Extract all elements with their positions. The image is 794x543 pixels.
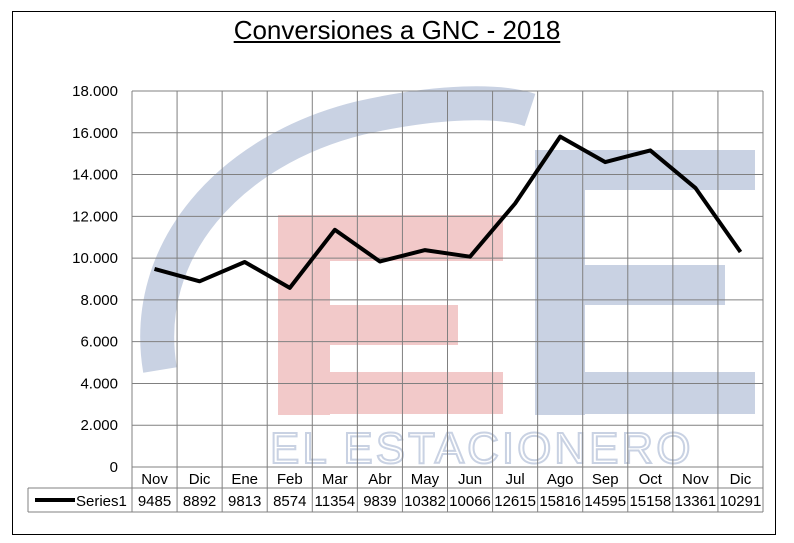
watermark-blue-top [535,150,755,190]
data-label: 8892 [183,493,216,510]
watermark-red-bottom [278,372,503,414]
data-label: 14595 [584,493,626,510]
y-tick-label: 18.000 [72,83,118,100]
y-tick-label: 16.000 [72,125,118,142]
data-label: 10382 [404,493,446,510]
data-label: 9813 [228,493,261,510]
legend-label: Series1 [76,493,127,510]
chart-title: Conversiones a GNC - 2018 [233,15,561,45]
x-tick-label: Ago [547,471,574,488]
y-tick-label: 10.000 [72,250,118,267]
watermark-blue-mid [535,265,725,305]
x-tick-label: Dic [189,471,211,488]
data-label: 15816 [539,493,581,510]
y-tick-label: 4.000 [80,375,118,392]
watermark-blue-bottom [535,372,755,414]
y-tick-label: 0 [110,459,118,476]
x-tick-label: Nov [682,471,709,488]
data-label: 15158 [629,493,671,510]
data-table: Nov Dic Ene Feb Mar Abr May Jun Jul Ago Sep Oct Nov D… [27,467,764,513]
y-tick-label: 14.000 [72,167,118,184]
series-layer [153,134,743,290]
watermark-red-top [278,215,503,261]
x-tick-label: Jul [506,471,525,488]
y-tick-label: 6.000 [80,334,118,351]
x-tick-label: Mar [322,471,348,488]
y-tick-label: 2.000 [80,417,118,434]
x-tick-label: Dic [730,471,752,488]
data-label: 11354 [315,493,356,510]
x-tick-label: Oct [639,471,663,488]
watermark-logo: EL ESTACIONERO [140,86,755,474]
data-label: 10066 [449,493,491,510]
series-line [153,134,743,290]
data-label: 9839 [363,493,396,510]
x-tick-label: May [411,471,440,488]
data-label: 8574 [273,493,306,510]
x-tick-label: Abr [368,471,391,488]
x-tick-label: Jun [458,471,482,488]
x-tick-label: Ene [231,471,258,488]
grid-lines [131,90,764,468]
x-tick-label: Feb [277,471,303,488]
data-label: 12615 [494,493,536,510]
data-label: 9485 [138,493,171,510]
data-label: 10291 [720,493,762,510]
x-tick-label: Sep [592,471,619,488]
watermark-text: EL ESTACIONERO [270,424,693,473]
y-tick-label: 12.000 [72,208,118,225]
data-label: 13361 [675,493,717,510]
y-axis-ticks: 0 2.000 4.000 6.000 8.000 10.000 12.000 14.000 1… [72,83,118,476]
x-tick-label: Nov [141,471,168,488]
watermark-red-mid [278,305,458,345]
watermark-arc [140,86,536,373]
y-tick-label: 8.000 [80,292,118,309]
